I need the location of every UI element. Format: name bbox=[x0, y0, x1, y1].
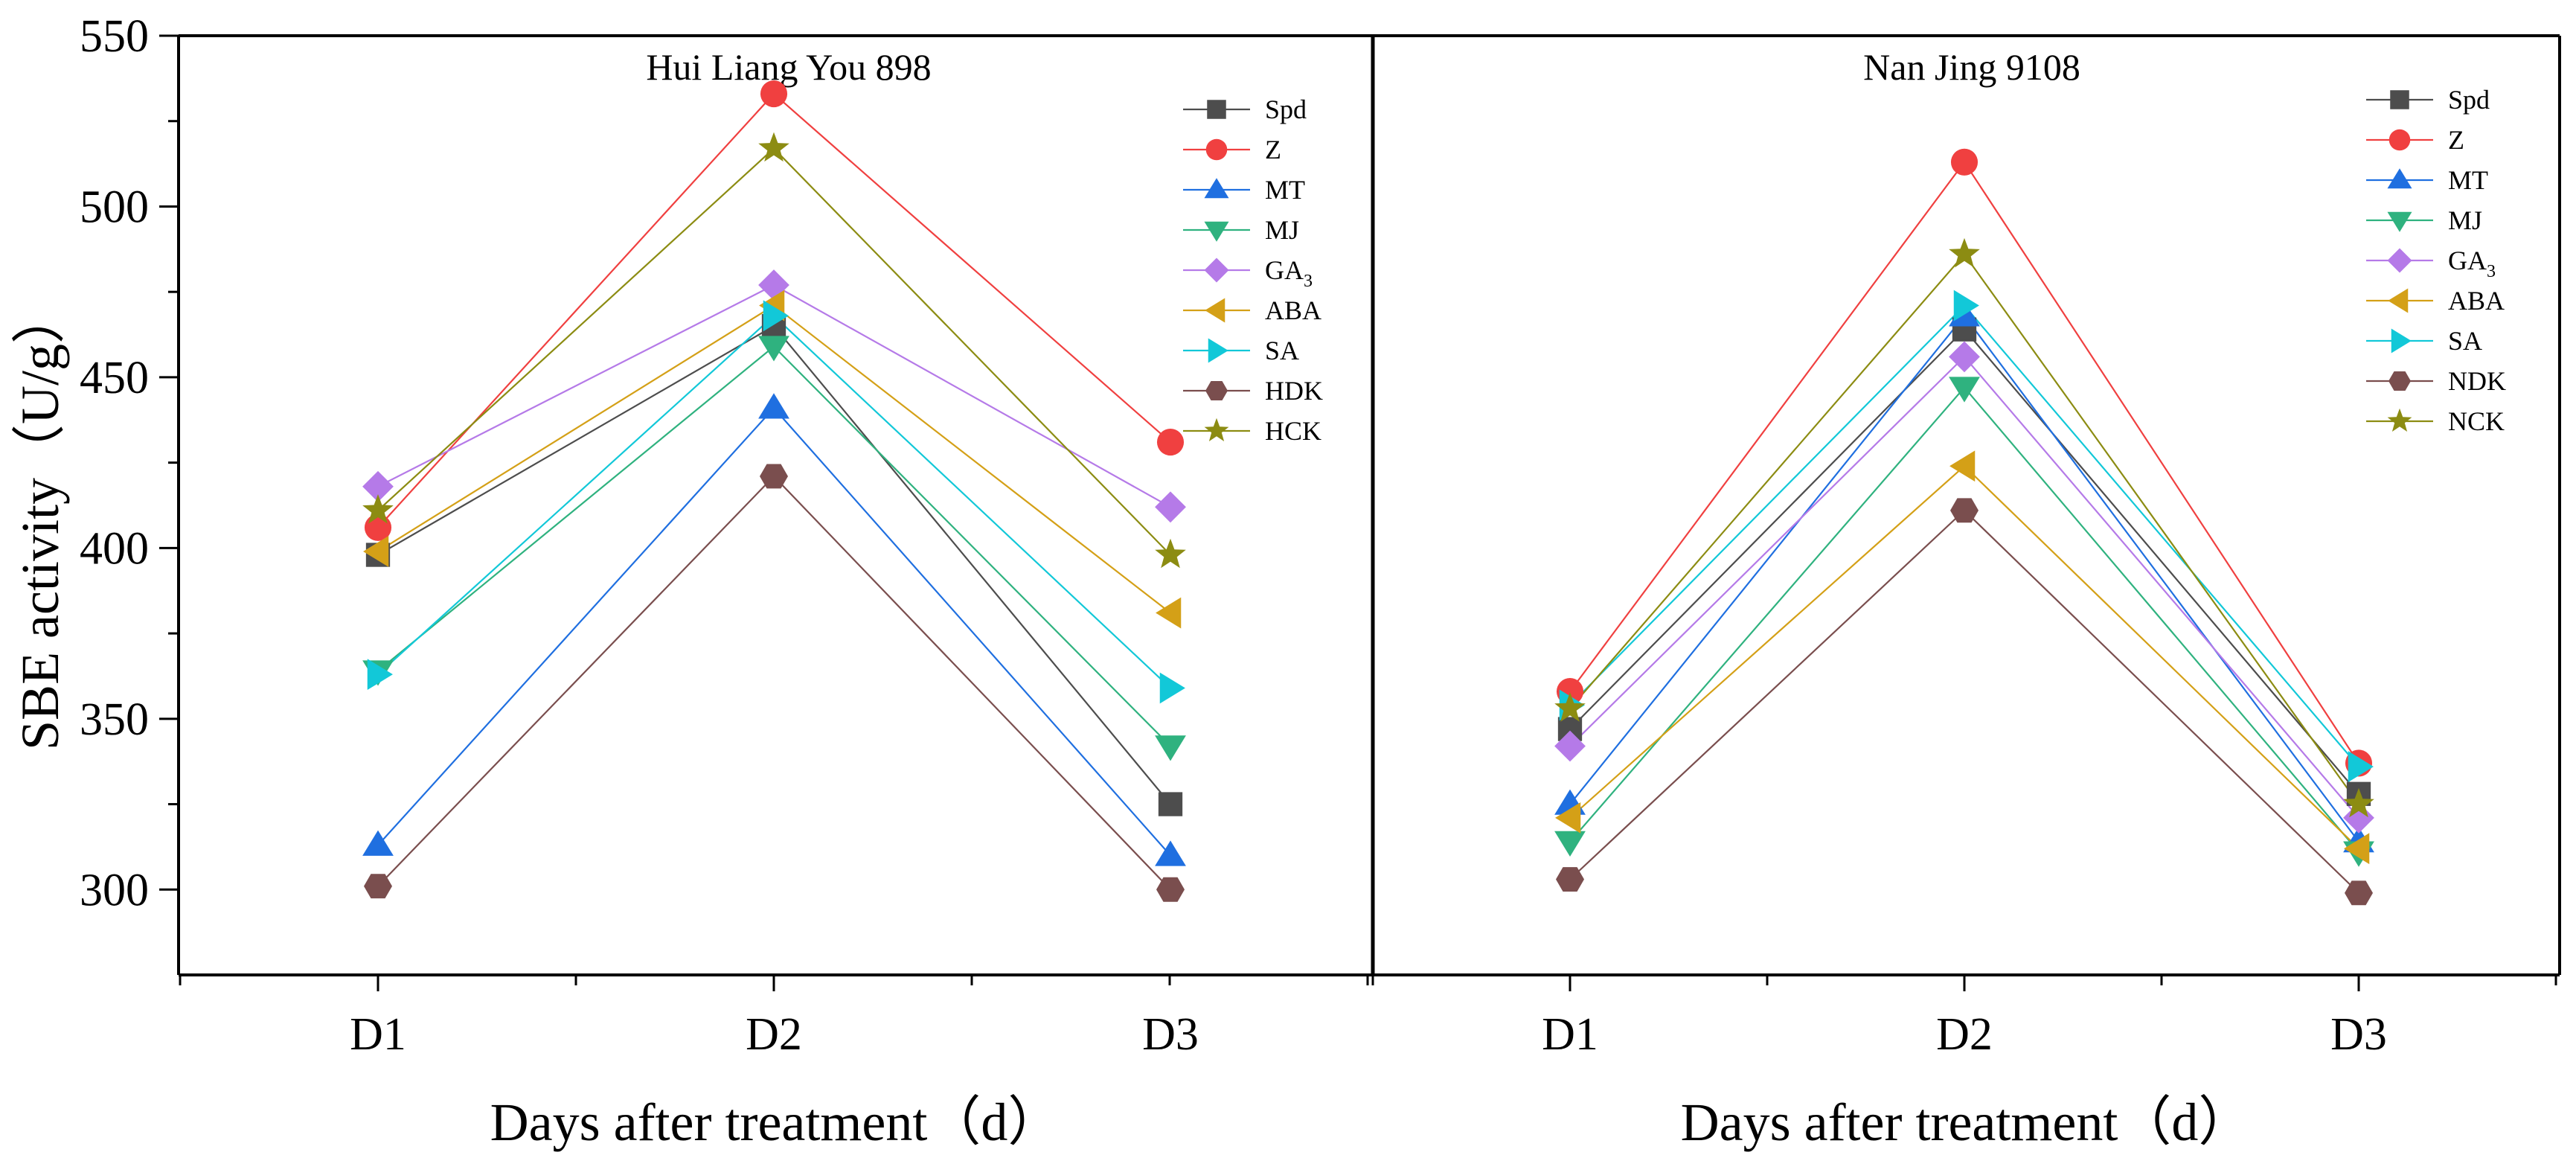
data-point-aba bbox=[363, 536, 389, 567]
data-point-sa bbox=[1953, 290, 1979, 322]
data-point-hdk bbox=[364, 874, 392, 899]
data-point-ndk bbox=[1950, 498, 1979, 523]
data-point-ga3 bbox=[1155, 491, 1186, 523]
legend-label: NDK bbox=[2448, 366, 2506, 396]
x-tick-label: D1 bbox=[350, 1009, 406, 1060]
data-point-mj bbox=[1949, 377, 1980, 403]
legend-label: ABA bbox=[2448, 286, 2505, 316]
data-point-hck bbox=[758, 132, 789, 162]
legend-marker-ga3 bbox=[1204, 258, 1229, 283]
legend-label: Spd bbox=[1265, 95, 1307, 124]
data-point-sa bbox=[1159, 672, 1185, 704]
data-point-aba bbox=[1949, 450, 1976, 482]
data-point-mt bbox=[758, 393, 789, 419]
data-point-mj bbox=[1554, 831, 1586, 857]
legend-marker-hdk bbox=[1205, 381, 1228, 400]
legend-label: GA3 bbox=[1265, 255, 1313, 291]
legend-marker-z bbox=[2388, 129, 2411, 151]
legend-label: HCK bbox=[1265, 416, 1321, 446]
data-point-hdk bbox=[760, 464, 788, 489]
legend-label: Z bbox=[1265, 135, 1281, 164]
data-point-z bbox=[1156, 429, 1185, 456]
legend-marker-mj bbox=[1204, 221, 1229, 242]
legend-label: MJ bbox=[1265, 215, 1299, 245]
y-tick-label: 450 bbox=[80, 353, 149, 403]
legend-marker-ndk bbox=[2388, 371, 2411, 391]
x-tick-label: D2 bbox=[746, 1009, 802, 1060]
chart-panel-1: D1 D2 D3 300 350 400 450 500 550 SBE activity（U/g… bbox=[10, 11, 1373, 1152]
legend-marker-nck bbox=[2387, 408, 2412, 432]
data-point-ga3 bbox=[1554, 730, 1586, 762]
data-point-ga3 bbox=[362, 470, 394, 502]
data-point-sa bbox=[367, 659, 393, 691]
y-tick-label: 500 bbox=[80, 182, 149, 232]
x-axis-title: Days after treatment（d） bbox=[1681, 1093, 2252, 1152]
data-point-ga3 bbox=[2343, 802, 2374, 834]
y-tick-label: 350 bbox=[80, 694, 149, 745]
data-point-ndk bbox=[1556, 867, 1584, 892]
data-point-ga3 bbox=[1949, 341, 1980, 373]
legend-label: ABA bbox=[1265, 295, 1321, 325]
y-axis-title: SBE activity（U/g） bbox=[10, 290, 70, 750]
legend-label: GA3 bbox=[2448, 246, 2496, 281]
panel-title: Nan Jing 9108 bbox=[1863, 46, 2080, 88]
data-point-hck bbox=[1155, 538, 1186, 569]
legend-marker-sa bbox=[2391, 328, 2412, 354]
legend-label: NCK bbox=[2448, 406, 2505, 436]
data-point-aba bbox=[2344, 833, 2370, 865]
legend-label: MT bbox=[1265, 175, 1305, 205]
data-point-z bbox=[1950, 148, 1979, 176]
x-axis-title: Days after treatment（d） bbox=[490, 1093, 1062, 1152]
legend-label: Spd bbox=[2448, 85, 2490, 115]
data-point-mj bbox=[1155, 735, 1186, 761]
legend-marker-aba bbox=[1205, 298, 1225, 323]
legend: Spd Z MT MJ GA3 ABA SA HDK HCK bbox=[1183, 95, 1323, 446]
x-tick-label: D3 bbox=[2330, 1009, 2387, 1060]
data-point-ndk bbox=[2345, 880, 2373, 906]
chart-panel-2: D1 D2 D3 Nan Jing 9108 Days after treatment（… bbox=[1371, 34, 2561, 1152]
legend-label: MT bbox=[2448, 165, 2488, 195]
x-tick-label: D1 bbox=[1542, 1009, 1598, 1060]
y-tick-label: 300 bbox=[80, 865, 149, 915]
data-point-spd bbox=[1158, 792, 1183, 816]
legend-marker-aba bbox=[2388, 288, 2409, 313]
legend-label: Z bbox=[2448, 125, 2464, 155]
data-point-aba bbox=[1156, 597, 1182, 629]
y-tick-label: 400 bbox=[80, 523, 149, 574]
legend-marker-mt bbox=[1204, 178, 1229, 199]
data-point-nck bbox=[2343, 787, 2374, 818]
legend-marker-sa bbox=[1208, 338, 1228, 363]
legend-marker-hck bbox=[1204, 418, 1229, 441]
y-tick-label: 550 bbox=[80, 11, 149, 62]
data-point-mt bbox=[362, 830, 394, 856]
legend: Spd Z MT MJ GA3 ABA SA NDK NCK bbox=[2366, 85, 2506, 436]
legend-label: HDK bbox=[1265, 376, 1323, 406]
data-point-z bbox=[760, 80, 788, 108]
data-point-sa bbox=[2348, 751, 2374, 782]
data-point-aba bbox=[1555, 802, 1581, 834]
legend-marker-mt bbox=[2387, 168, 2412, 189]
legend-marker-ga3 bbox=[2387, 248, 2412, 273]
data-point-sa bbox=[763, 300, 789, 332]
panel-title: Hui Liang You 898 bbox=[646, 46, 931, 88]
data-point-nck bbox=[1554, 692, 1586, 722]
legend-label: SA bbox=[2448, 326, 2482, 356]
legend-label: MJ bbox=[2448, 205, 2482, 235]
data-point-nck bbox=[1949, 237, 1980, 268]
legend-marker-z bbox=[1205, 138, 1228, 161]
data-point-mt bbox=[1155, 840, 1186, 866]
data-point-hdk bbox=[1156, 877, 1185, 902]
data-point-mj bbox=[758, 336, 789, 362]
legend-marker-mj bbox=[2387, 211, 2412, 232]
legend-marker-spd bbox=[1207, 100, 1226, 119]
x-tick-label: D2 bbox=[1936, 1009, 1993, 1060]
legend-label: SA bbox=[1265, 336, 1299, 365]
x-tick-label: D3 bbox=[1142, 1009, 1199, 1060]
legend-marker-spd bbox=[2390, 90, 2409, 109]
data-point-hck bbox=[362, 494, 394, 524]
